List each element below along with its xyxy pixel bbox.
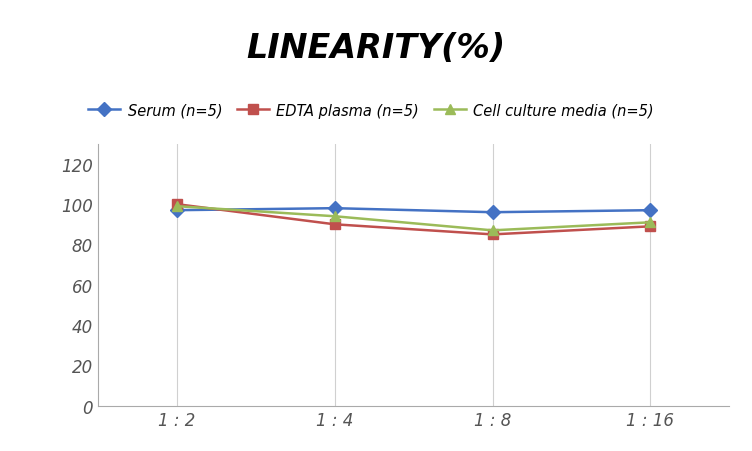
EDTA plasma (n=5) [646, 224, 655, 230]
Cell culture media (n=5) [172, 204, 181, 209]
Serum (n=5) [172, 208, 181, 213]
Text: LINEARITY(%): LINEARITY(%) [247, 32, 505, 64]
Serum (n=5) [488, 210, 497, 216]
EDTA plasma (n=5) [330, 222, 339, 227]
Serum (n=5) [330, 206, 339, 212]
Line: Serum (n=5): Serum (n=5) [172, 204, 655, 217]
Cell culture media (n=5) [488, 228, 497, 234]
Line: EDTA plasma (n=5): EDTA plasma (n=5) [172, 200, 655, 240]
Cell culture media (n=5) [330, 214, 339, 220]
EDTA plasma (n=5) [172, 202, 181, 207]
Cell culture media (n=5) [646, 220, 655, 226]
Serum (n=5) [646, 208, 655, 213]
Line: Cell culture media (n=5): Cell culture media (n=5) [172, 202, 655, 236]
Legend: Serum (n=5), EDTA plasma (n=5), Cell culture media (n=5): Serum (n=5), EDTA plasma (n=5), Cell cul… [83, 97, 660, 124]
EDTA plasma (n=5) [488, 232, 497, 238]
